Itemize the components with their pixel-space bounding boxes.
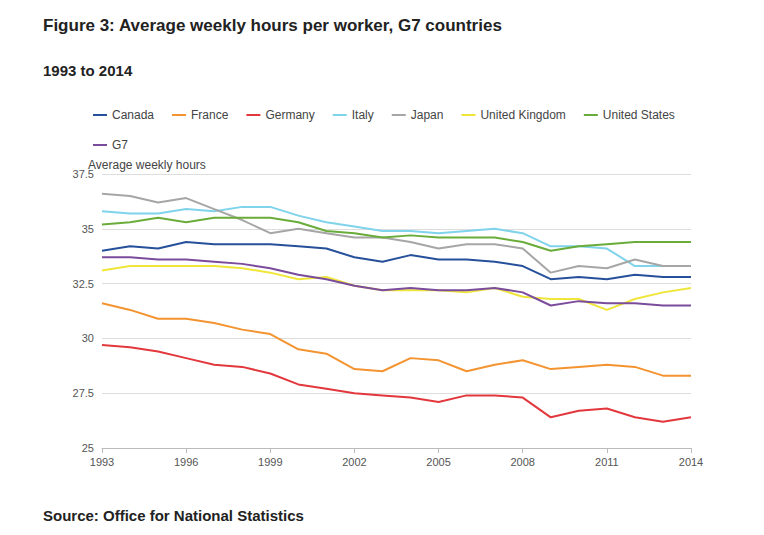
svg-text:1993 to 2014: 1993 to 2014 bbox=[43, 62, 133, 79]
svg-text:1993: 1993 bbox=[90, 456, 114, 468]
svg-text:32.5: 32.5 bbox=[73, 278, 94, 290]
svg-text:2002: 2002 bbox=[342, 456, 366, 468]
svg-text:2005: 2005 bbox=[426, 456, 450, 468]
svg-text:France: France bbox=[191, 108, 229, 122]
svg-text:2014: 2014 bbox=[679, 456, 703, 468]
svg-text:37.5: 37.5 bbox=[73, 168, 94, 180]
svg-text:1996: 1996 bbox=[174, 456, 198, 468]
svg-text:25: 25 bbox=[82, 442, 94, 454]
svg-text:Canada: Canada bbox=[112, 108, 154, 122]
svg-text:Source: Office for National St: Source: Office for National Statistics bbox=[43, 507, 304, 524]
svg-text:United Kingdom: United Kingdom bbox=[480, 108, 565, 122]
svg-text:Italy: Italy bbox=[352, 108, 374, 122]
svg-text:2011: 2011 bbox=[595, 456, 619, 468]
svg-text:Figure 3: Average weekly hours: Figure 3: Average weekly hours per worke… bbox=[43, 16, 502, 35]
svg-text:2008: 2008 bbox=[510, 456, 534, 468]
svg-text:1999: 1999 bbox=[258, 456, 282, 468]
svg-text:27.5: 27.5 bbox=[73, 387, 94, 399]
svg-text:Japan: Japan bbox=[411, 108, 444, 122]
svg-text:Germany: Germany bbox=[265, 108, 314, 122]
svg-text:United States: United States bbox=[603, 108, 675, 122]
svg-text:G7: G7 bbox=[112, 138, 128, 152]
svg-text:35: 35 bbox=[82, 223, 94, 235]
svg-text:30: 30 bbox=[82, 332, 94, 344]
svg-text:Average weekly hours: Average weekly hours bbox=[88, 158, 206, 172]
